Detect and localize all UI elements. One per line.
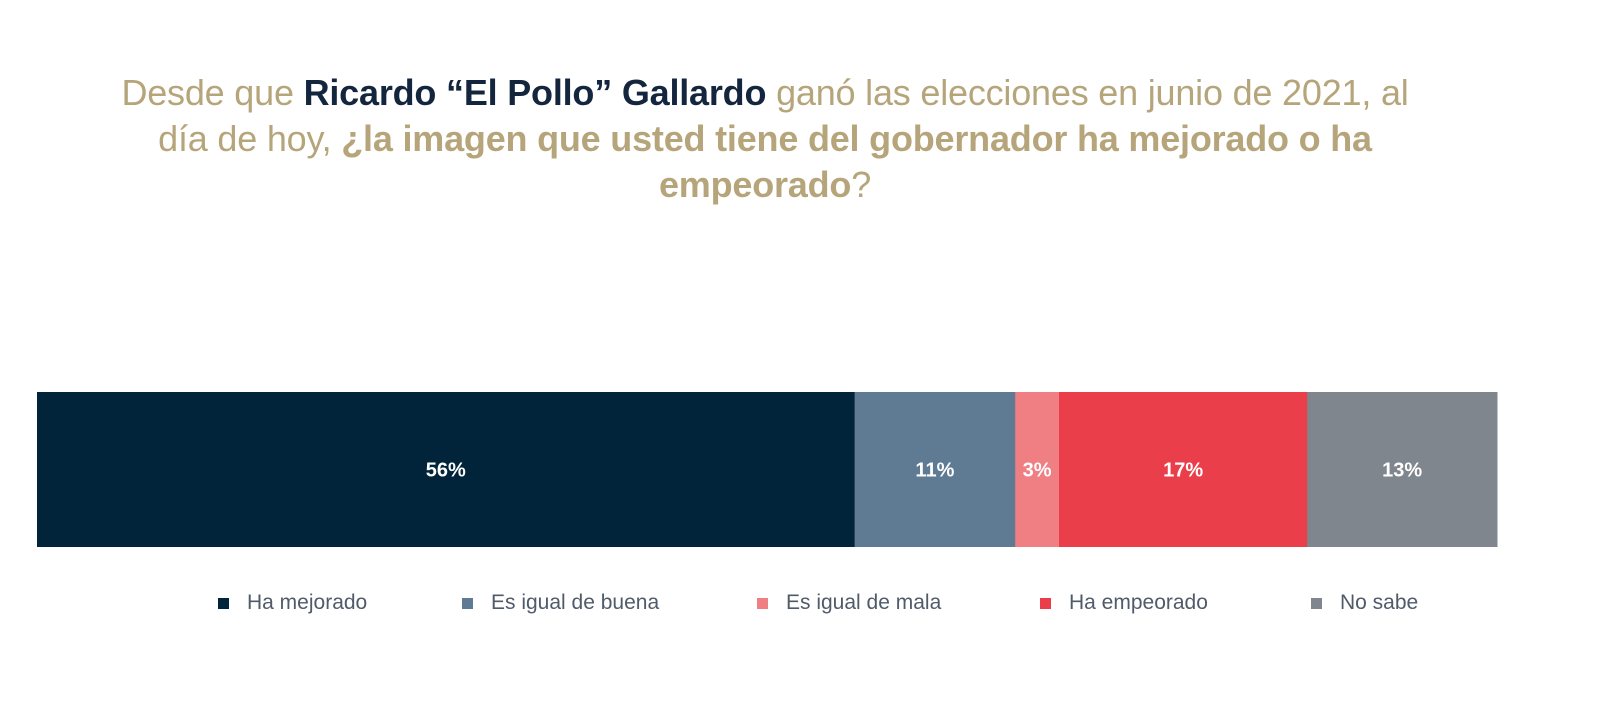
legend-swatch-ha-mejorado (218, 597, 229, 609)
bar-segment-es-igual-de-buena (854, 392, 1016, 547)
legend-item-es-igual-de-mala: Es igual de mala (757, 588, 941, 618)
legend-label-ha-mejorado: Ha mejorado (247, 591, 368, 614)
legend-swatch-es-igual-de-mala (757, 597, 768, 609)
bar-segment-no-sabe (1307, 392, 1498, 547)
bar-segment-ha-mejorado (37, 392, 856, 547)
legend-item-es-igual-de-buena: Es igual de buena (462, 588, 659, 618)
legend-swatch-no-sabe (1311, 597, 1322, 609)
legend-swatch-ha-empeorado (1040, 597, 1051, 609)
bar-label-no-sabe: 13% (1382, 460, 1422, 482)
title-question-mark: ? (851, 164, 872, 205)
legend-swatch-es-igual-de-buena (462, 597, 473, 609)
legend-label-es-igual-de-mala: Es igual de mala (786, 591, 942, 614)
legend-label-ha-empeorado: Ha empeorado (1069, 591, 1208, 614)
bar-label-ha-mejorado: 56% (426, 460, 466, 482)
title-text-2: ganó las elecciones en junio de 2021, al… (158, 72, 1409, 159)
title-question: ¿la imagen que usted tiene del gobernado… (341, 118, 1372, 205)
bar-label-es-igual-de-buena: 11% (915, 460, 954, 482)
bar-segment-es-igual-de-mala (1015, 392, 1060, 547)
title-text-1: Desde que (121, 72, 304, 113)
legend-item-ha-mejorado: Ha mejorado (218, 588, 367, 618)
bar-segment-ha-empeorado (1059, 392, 1308, 547)
bar-label-ha-empeorado: 17% (1163, 460, 1203, 482)
chart-title: Desde que Ricardo “El Pollo” Gallardo ga… (100, 70, 1430, 208)
chart-legend: Ha mejorado Es igual de buena Es igual d… (0, 588, 1600, 618)
legend-label-es-igual-de-buena: Es igual de buena (491, 591, 660, 614)
bar-label-es-igual-de-mala: 3% (1023, 460, 1052, 482)
title-governor-name: Ricardo “El Pollo” Gallardo (303, 72, 767, 113)
legend-item-ha-empeorado: Ha empeorado (1040, 588, 1208, 618)
legend-item-no-sabe: No sabe (1311, 588, 1418, 618)
legend-label-no-sabe: No sabe (1340, 591, 1419, 614)
